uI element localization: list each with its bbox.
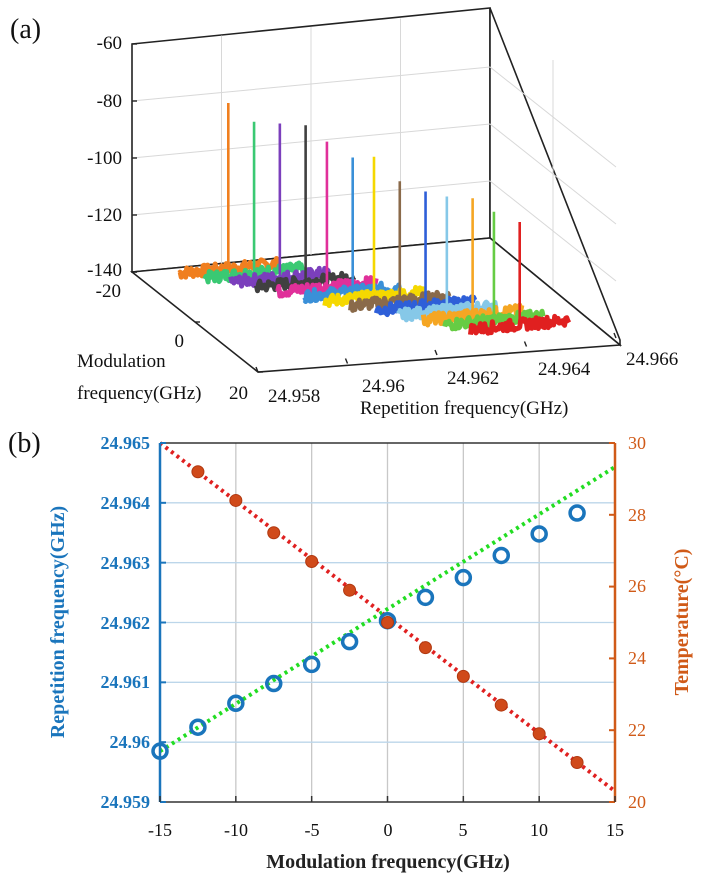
- z-tick-labels: -60 -80 -100 -120 -140: [87, 33, 122, 281]
- panel-b-label: (b): [8, 428, 41, 459]
- x-tick-mark: [344, 358, 349, 364]
- z-tick-label: -100: [87, 148, 122, 169]
- waterfall-3d-chart: -60 -80 -100 -120 -140 -20 0 20 Modulati…: [77, 7, 678, 419]
- x-tick-labels: -15 -10 -5 0 5 10 15: [148, 820, 624, 840]
- data-points: [151, 465, 586, 770]
- x-tick-label: 5: [459, 820, 468, 840]
- temperature-point: [229, 493, 243, 507]
- spectrum-noise-floor: [275, 275, 379, 299]
- y-tick-label: -20: [96, 281, 121, 302]
- right-tick-label: 28: [628, 505, 646, 525]
- panel-a-label: (a): [10, 14, 41, 45]
- x-tick-mark: [434, 349, 438, 356]
- repetition-point: [340, 632, 359, 651]
- left-tick-label: 24.959: [101, 792, 151, 812]
- x-tick-label: 24.964: [538, 359, 591, 380]
- x-axis-label: Modulation frequency(GHz): [266, 851, 510, 873]
- x-tick-labels: 24.958 24.96 24.962 24.964 24.966: [268, 349, 678, 407]
- repetition-point: [189, 718, 207, 736]
- z-tick-label: -80: [97, 91, 122, 112]
- x-tick-label: 15: [606, 820, 624, 840]
- left-tick-label: 24.965: [101, 433, 151, 453]
- temperature-point: [191, 465, 205, 479]
- axes: [158, 442, 617, 803]
- spectrum-traces: [177, 103, 572, 336]
- temperature-point: [343, 583, 357, 597]
- left-tick-label: 24.962: [101, 613, 151, 633]
- x-tick-mark: [613, 332, 617, 339]
- repetition-point: [227, 694, 245, 713]
- z-tick-label: -60: [97, 33, 122, 54]
- x-tick-label: 0: [384, 820, 393, 840]
- y-tick-labels: -20 0 20: [96, 281, 248, 404]
- y-axis-label-line1: Modulation: [77, 351, 166, 372]
- left-tick-labels: 24.965 24.964 24.963 24.962 24.961 24.96…: [101, 433, 151, 812]
- left-tick-label: 24.963: [101, 553, 151, 573]
- repetition-point: [568, 504, 586, 522]
- right-tick-label: 24: [628, 648, 646, 668]
- left-tick-label: 24.96: [110, 732, 151, 752]
- repetition-point: [416, 588, 435, 607]
- x-tick-label: -15: [148, 820, 172, 840]
- x-axis-label: Repetition frequency(GHz): [360, 398, 568, 419]
- spectrum-noise-floor: [302, 280, 404, 304]
- temperature-point: [418, 641, 432, 655]
- dual-axis-scatter-chart: 24.965 24.964 24.963 24.962 24.961 24.96…: [47, 433, 693, 873]
- y-tick-label: 20: [229, 383, 248, 404]
- temperature-point: [456, 669, 470, 683]
- x-tick-label: 24.966: [626, 349, 678, 370]
- repetition-fit-line: [158, 465, 617, 753]
- repetition-point: [302, 655, 321, 674]
- wall-gridline: [131, 66, 617, 168]
- x-tick-label: 24.96: [362, 376, 405, 397]
- temperature-point: [381, 616, 394, 629]
- temperature-point: [267, 526, 281, 540]
- x-tick-label: 24.958: [268, 386, 320, 407]
- repetition-point: [530, 525, 548, 543]
- temperature-point: [570, 756, 584, 770]
- z-tick-label: -140: [87, 260, 122, 281]
- right-tick-label: 26: [628, 576, 646, 596]
- y-axis-label-line2: frequency(GHz): [77, 383, 201, 404]
- x-tick-mark: [523, 341, 528, 347]
- left-tick-label: 24.964: [101, 493, 151, 513]
- repetition-point: [492, 546, 510, 565]
- left-axis-label: Repetition frequency(GHz): [47, 506, 69, 738]
- temperature-point: [305, 554, 319, 568]
- right-tick-label: 22: [628, 720, 646, 740]
- spectrum-noise-floor: [467, 313, 572, 336]
- x-tick-label: -5: [305, 820, 320, 840]
- axis-ticks: [132, 43, 617, 373]
- z-tick-label: -120: [87, 205, 122, 226]
- wall-gridline: [131, 123, 617, 225]
- repetition-point: [454, 568, 473, 587]
- x-tick-label: 10: [530, 820, 548, 840]
- left-tick-label: 24.961: [101, 672, 151, 692]
- x-tick-mark: [255, 366, 259, 373]
- x-tick-label: 24.962: [447, 368, 499, 389]
- repetition-point: [265, 674, 283, 693]
- x-tick-label: -10: [224, 820, 248, 840]
- right-tick-label: 20: [628, 792, 646, 812]
- temperature-point: [494, 698, 508, 712]
- right-tick-label: 30: [628, 433, 646, 453]
- wall-gridline: [131, 180, 617, 282]
- y-tick-label: 0: [175, 331, 185, 352]
- temperature-point: [532, 727, 546, 741]
- right-axis-label: Temperature(°C): [671, 549, 693, 696]
- right-tick-labels: 30 28 26 24 22 20: [628, 433, 646, 812]
